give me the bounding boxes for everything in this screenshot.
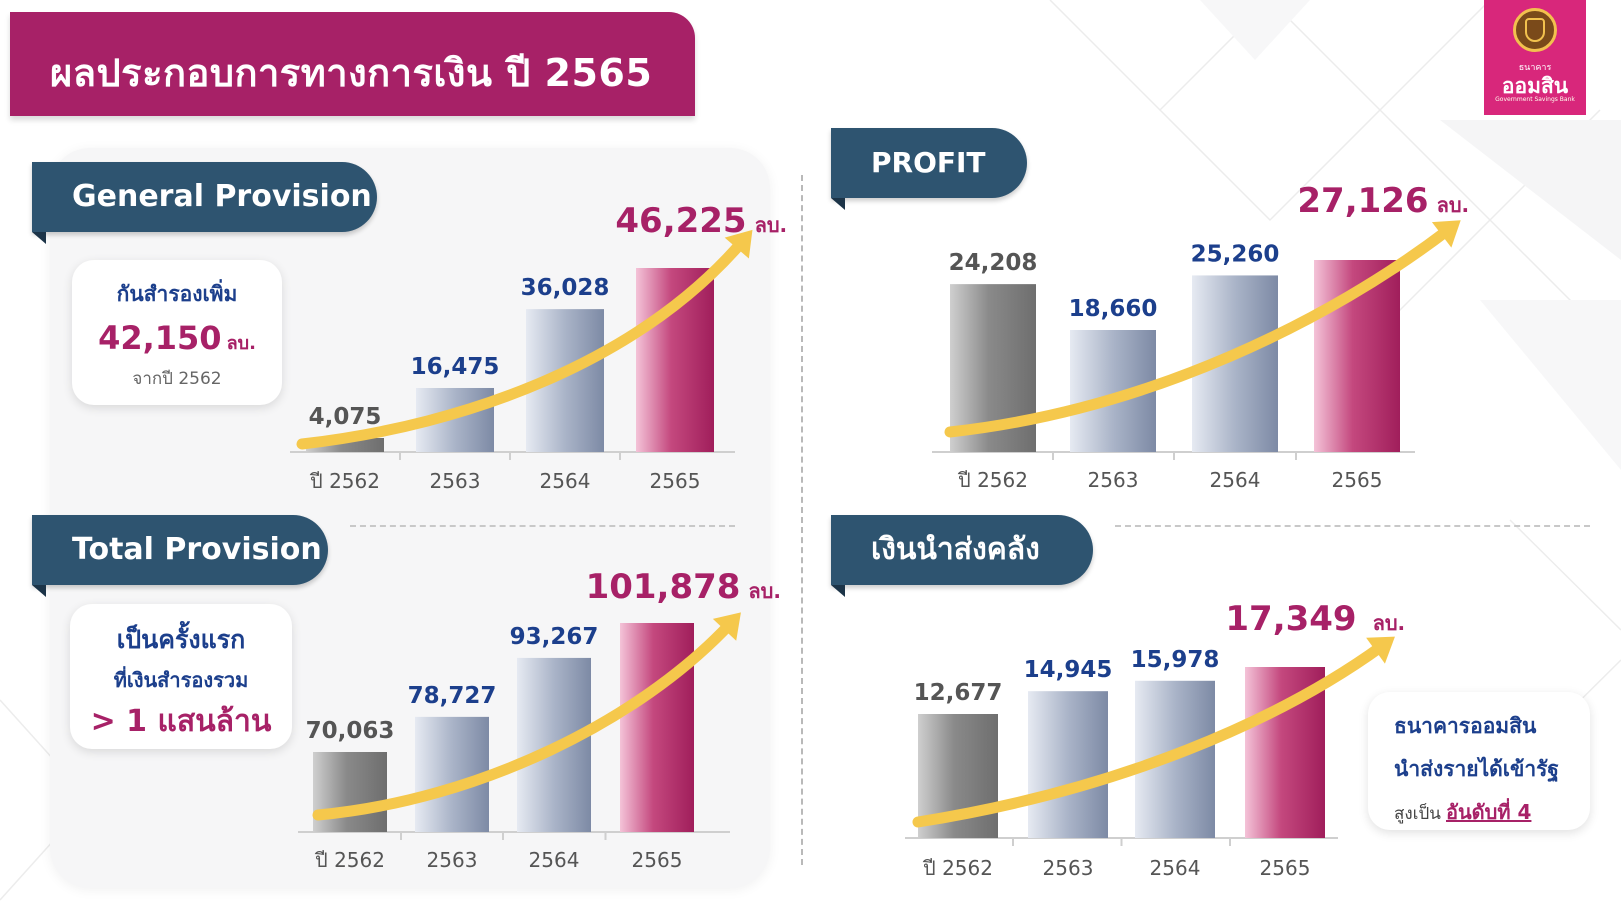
data-label-unit: ลบ. bbox=[1437, 193, 1470, 217]
treasury-info: ธนาคารออมสิน นำส่งรายได้เข้ารัฐ สูงเป็น … bbox=[1368, 692, 1590, 830]
page-title: ผลประกอบการทางการเงิน ปี 2565 bbox=[50, 51, 653, 95]
category-label: ปี 2562 bbox=[958, 468, 1028, 492]
category-label: 2565 bbox=[632, 848, 683, 872]
chart-0: ปี 2562 2563 2564 2565 4,075 16,475 36,028 46,2… bbox=[290, 201, 787, 493]
total-provision-info: เป็นครั้งแรก ที่เงินสำรองรวม > 1 แสนล้าน bbox=[70, 604, 292, 749]
logo-name: ออมสิน bbox=[1501, 74, 1569, 98]
info-line-3: สูงเป็น อันดับที่ 4 bbox=[1394, 796, 1590, 828]
category-label: 2563 bbox=[1043, 856, 1094, 880]
arrow-head-icon bbox=[724, 229, 753, 259]
category-label: 2564 bbox=[529, 848, 580, 872]
category-label: 2565 bbox=[650, 469, 701, 493]
category-label: 2564 bbox=[1210, 468, 1261, 492]
category-label: 2563 bbox=[430, 469, 481, 493]
data-label: 24,208 bbox=[949, 250, 1038, 276]
tab-general-provision: General Provision bbox=[32, 162, 377, 244]
tab-treasury: เงินนำส่งคลัง bbox=[831, 515, 1093, 597]
category-label: 2563 bbox=[1088, 468, 1139, 492]
category-label: ปี 2562 bbox=[310, 469, 380, 493]
data-label: 70,063 bbox=[306, 718, 395, 744]
data-label: 25,260 bbox=[1191, 241, 1280, 267]
general-provision-info: กันสำรองเพิ่ม 42,150 ลบ. จากปี 2562 bbox=[72, 260, 282, 405]
info-value-row: 42,150 ลบ. bbox=[72, 319, 282, 357]
arrow-head-icon bbox=[712, 612, 741, 641]
data-label: 14,945 bbox=[1024, 657, 1113, 683]
data-label: 18,660 bbox=[1069, 296, 1158, 322]
logo-english: Government Savings Bank bbox=[1495, 96, 1575, 103]
gsb-logo: ธนาคาร ออมสิน Government Savings Bank bbox=[1484, 0, 1586, 115]
category-label: 2563 bbox=[427, 848, 478, 872]
data-label: 36,028 bbox=[521, 275, 610, 301]
tab-total-provision: Total Provision bbox=[32, 515, 328, 597]
data-label: 4,075 bbox=[309, 404, 382, 430]
info-rank-highlight: อันดับที่ 4 bbox=[1446, 800, 1532, 824]
vertical-divider bbox=[801, 175, 803, 865]
data-label-unit: ลบ. bbox=[748, 579, 781, 603]
tab-profit: PROFIT bbox=[831, 128, 1027, 210]
data-label-highlight: 17,349 bbox=[1225, 599, 1356, 639]
info-line-3-prefix: สูงเป็น bbox=[1394, 804, 1441, 824]
info-line-3: > 1 แสนล้าน bbox=[90, 704, 272, 739]
bar-3 bbox=[620, 623, 694, 832]
info-line-1: เป็นครั้งแรก bbox=[116, 625, 246, 654]
data-label: 15,978 bbox=[1131, 647, 1220, 673]
data-label-unit: ลบ. bbox=[1373, 611, 1406, 635]
bar-1 bbox=[415, 716, 489, 832]
info-line-2: ที่เงินสำรองรวม bbox=[113, 668, 249, 692]
info-unit: ลบ. bbox=[226, 333, 256, 354]
data-label: 12,677 bbox=[914, 680, 1003, 706]
category-label: 2564 bbox=[1150, 856, 1201, 880]
bar-3 bbox=[636, 268, 714, 452]
chart-2: ปี 2562 2563 2564 2565 70,063 78,727 93,267 101… bbox=[298, 567, 781, 872]
category-label: ปี 2562 bbox=[315, 848, 385, 872]
data-label: 78,727 bbox=[408, 683, 497, 709]
category-label: ปี 2562 bbox=[923, 856, 993, 880]
info-line-2: นำส่งรายได้เข้ารัฐ bbox=[1394, 757, 1559, 781]
trend-arrow bbox=[912, 640, 1388, 828]
data-label-unit: ลบ. bbox=[755, 213, 788, 237]
info-line-1: กันสำรองเพิ่ม bbox=[116, 282, 238, 306]
arrow-head-icon bbox=[1366, 636, 1395, 664]
chart-3: ปี 2562 2563 2564 2565 12,677 14,945 15,97817,… bbox=[905, 599, 1405, 880]
bar-1 bbox=[1028, 691, 1108, 838]
right-divider bbox=[1115, 525, 1590, 527]
trend-arrow bbox=[312, 618, 736, 821]
info-line-3: จากปี 2562 bbox=[132, 369, 222, 389]
data-label-highlight: 101,878 bbox=[586, 567, 741, 607]
info-value: 42,150 bbox=[98, 319, 222, 357]
data-label: 93,267 bbox=[510, 624, 599, 650]
seal-icon bbox=[1513, 8, 1557, 52]
chart-1: ปี 2562 2563 2564 2565 24,208 18,660 25,260 27,… bbox=[932, 181, 1469, 492]
data-label-highlight: 27,126 bbox=[1297, 181, 1428, 221]
bar-0 bbox=[313, 752, 387, 832]
trend-arrow bbox=[944, 224, 1454, 438]
left-divider bbox=[350, 525, 735, 527]
data-label-highlight: 46,225 bbox=[615, 201, 746, 241]
title-banner: ผลประกอบการทางการเงิน ปี 2565 bbox=[10, 12, 695, 116]
category-label: 2564 bbox=[540, 469, 591, 493]
logo-prefix: ธนาคาร bbox=[1518, 63, 1552, 73]
arrow-head-icon bbox=[1431, 220, 1461, 248]
category-label: 2565 bbox=[1260, 856, 1311, 880]
category-label: 2565 bbox=[1332, 468, 1383, 492]
info-line-1: ธนาคารออมสิน bbox=[1394, 714, 1537, 738]
trend-arrow bbox=[296, 236, 748, 450]
data-label: 16,475 bbox=[411, 354, 500, 380]
